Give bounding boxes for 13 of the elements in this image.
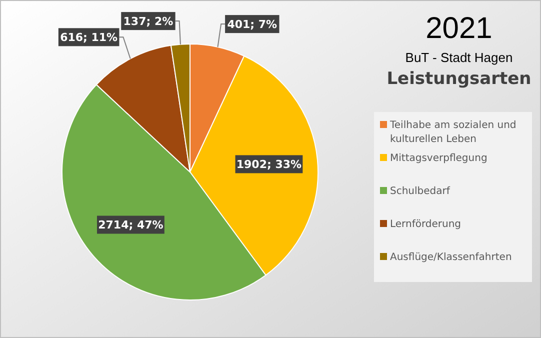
data-label: 137; 2% xyxy=(123,15,174,28)
data-label: 616; 11% xyxy=(60,31,118,44)
data-label: 1902; 33% xyxy=(236,158,302,172)
data-label: 401; 7% xyxy=(227,18,278,32)
legend-label: Lernförderung xyxy=(390,219,462,230)
legend-title: Leistungsarten xyxy=(386,69,532,89)
chart-title: 2021 xyxy=(426,12,492,45)
data-label: 2714; 47% xyxy=(98,218,164,232)
legend-label: Schulbedarf xyxy=(390,186,450,197)
legend-label: Ausflüge/Klassenfahrten xyxy=(390,252,512,263)
legend-label: Teilhabe am sozialen und kulturellen Leben xyxy=(389,120,516,145)
text: BuT - Stadt Hagen xyxy=(405,50,513,65)
legend-label: Mittagsverpflegung xyxy=(390,153,488,164)
